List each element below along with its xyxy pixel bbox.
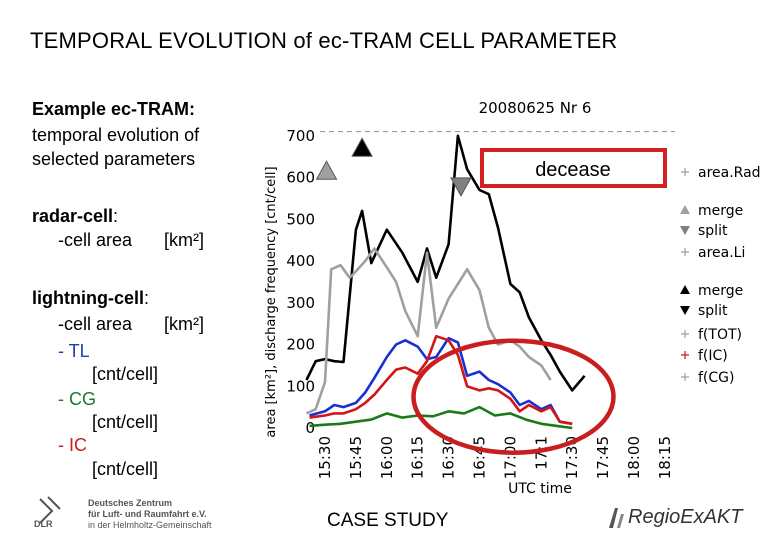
- radar-area-label: -cell area: [58, 230, 133, 250]
- regio-logo-icon: [606, 506, 626, 530]
- dlr-logo-text: DLR: [34, 519, 53, 529]
- y-tick-label: 300: [286, 294, 315, 312]
- dlr-text: Deutsches Zentrum für Luft- und Raumfahr…: [88, 498, 212, 531]
- merge-marker: [315, 160, 338, 180]
- radar-heading-row: radar-cell:: [32, 205, 118, 228]
- dlr-logo-mark-top: [47, 496, 61, 510]
- legend-label: merge: [698, 283, 743, 299]
- radar-heading: radar-cell: [32, 206, 114, 226]
- y-tick-label: 200: [286, 336, 315, 354]
- x-tick-label: 17:45: [594, 436, 612, 479]
- ic-unit: [cnt/cell]: [92, 459, 159, 479]
- radar-colon: :: [113, 206, 119, 226]
- y-tick-label: 600: [286, 169, 315, 187]
- chart: area [km²], discharge frequency [cnt/cel…: [255, 90, 775, 500]
- x-tick-label: 18:15: [656, 436, 674, 479]
- legend-split-marker: [680, 226, 690, 235]
- x-tick-label: 15:45: [347, 436, 365, 479]
- legend-label: merge: [698, 203, 743, 219]
- dlr-line-2: für Luft- und Raumfahrt e.V.: [88, 509, 207, 519]
- plot-layer: 0 100 200 300 400 500 600 700 15:30 15:45 16:00 16:…: [286, 127, 675, 479]
- annotation-box: [480, 148, 667, 188]
- legend-plus-marker: [681, 330, 689, 338]
- y-axis-label: area [km²], discharge frequency [cnt/cel…: [264, 166, 279, 437]
- legend-label: split: [698, 223, 728, 239]
- legend-label: f(TOT): [698, 327, 742, 343]
- highlight-ellipse: [411, 338, 616, 455]
- x-tick-label: 16:15: [409, 436, 427, 479]
- intro-line-1: temporal evolution of: [32, 125, 200, 145]
- x-tick-label: 18:00: [625, 436, 643, 479]
- x-tick-label: 15:30: [316, 436, 334, 479]
- page-title: TEMPORAL EVOLUTION of ec-TRAM CELL PARAM…: [30, 28, 618, 53]
- legend-merge-marker: [680, 205, 690, 214]
- y-tick-label: 700: [286, 127, 315, 145]
- y-tick-label: 100: [286, 377, 315, 395]
- cg-label: - CG: [58, 389, 96, 409]
- ic-label: - IC: [58, 435, 87, 455]
- legend-label: area.Rad: [698, 165, 761, 181]
- lightning-heading-row: lightning-cell:: [32, 287, 149, 310]
- dlr-line-3: in der Helmholtz-Gemeinschaft: [88, 520, 212, 530]
- x-tick-label: 17:30: [563, 436, 581, 479]
- legend-label: f(IC): [698, 348, 728, 364]
- x-axis-label: UTC time: [508, 481, 572, 497]
- series-line-f-ic-: [309, 334, 573, 426]
- legend-plus-marker: [681, 168, 689, 176]
- lightning-heading: lightning-cell: [32, 288, 144, 308]
- x-tick-label: 16:45: [471, 436, 489, 479]
- split-marker: [450, 177, 472, 197]
- radar-area-unit: [km²]: [164, 230, 204, 250]
- series-line-f-cg-: [309, 405, 573, 430]
- tl-label: - TL: [58, 341, 90, 361]
- legend-plus-marker: [681, 248, 689, 256]
- lightning-area-unit: [km²]: [164, 314, 204, 334]
- annotation-text: decease: [535, 159, 611, 181]
- legend-merge-marker: [680, 285, 690, 294]
- legend: area.Rad merge split area.Li merge split f(TOT…: [680, 165, 761, 386]
- chart-title: 20080625 Nr 6: [479, 99, 592, 117]
- legend-plus-marker: [681, 373, 689, 381]
- legend-label: area.Li: [698, 245, 745, 261]
- regio-logo: RegioExAKT: [628, 506, 743, 528]
- case-study-label: CASE STUDY: [327, 510, 449, 531]
- lightning-colon: :: [144, 288, 150, 308]
- dlr-logo-mark-left: [39, 498, 54, 524]
- merge-marker: [351, 137, 373, 157]
- dlr-line-1: Deutsches Zentrum: [88, 498, 173, 508]
- series-line-f-tot-: [309, 336, 573, 426]
- y-tick-label: 500: [286, 210, 315, 228]
- tl-unit: [cnt/cell]: [92, 364, 159, 384]
- dlr-logo: DLR: [32, 493, 82, 529]
- legend-plus-marker: [681, 351, 689, 359]
- x-tick-label: 16:30: [440, 436, 458, 479]
- y-tick-label: 0: [305, 419, 315, 437]
- legend-label: split: [698, 303, 728, 319]
- cg-unit: [cnt/cell]: [92, 412, 159, 432]
- lightning-area-label: -cell area: [58, 314, 133, 334]
- intro-line-2: selected parameters: [32, 149, 196, 169]
- x-tick-label: 16:00: [378, 436, 396, 479]
- series-line-area-rad: [305, 134, 586, 392]
- x-tick-label: 17:00: [501, 436, 519, 479]
- intro-heading: Example ec-TRAM:: [32, 99, 196, 119]
- legend-split-marker: [680, 306, 690, 315]
- legend-label: f(CG): [698, 370, 734, 386]
- y-tick-label: 400: [286, 252, 315, 270]
